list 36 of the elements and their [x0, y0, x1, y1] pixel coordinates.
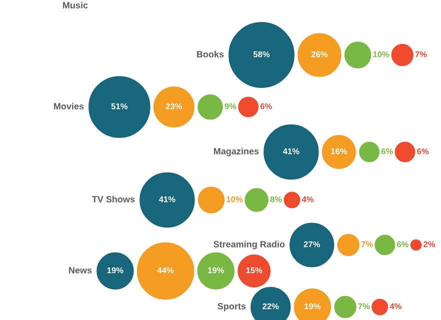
data-label: 10%	[226, 196, 243, 202]
data-label: 41%	[158, 196, 176, 202]
category-label: Sports	[218, 303, 246, 312]
data-label: 27%	[304, 241, 320, 248]
category-label: Movies	[54, 102, 84, 110]
data-label: 7%	[361, 241, 373, 248]
data-label: 58%	[253, 51, 270, 58]
data-label: 2%	[424, 241, 436, 248]
data-label: 19%	[304, 303, 321, 310]
data-label: 7%	[415, 51, 427, 58]
data-label: 41%	[282, 148, 300, 154]
data-label: 16%	[331, 148, 348, 154]
data-label: 9%	[224, 103, 236, 110]
data-label: 19%	[107, 267, 124, 274]
category-label: News	[69, 267, 92, 274]
category-label: Music	[63, 2, 88, 8]
category-label: Magazines	[214, 148, 259, 156]
data-label: 4%	[390, 303, 402, 310]
data-label: 26%	[311, 51, 328, 58]
data-label: 10%	[373, 51, 390, 58]
data-label: 6%	[396, 241, 409, 248]
data-label: 8%	[270, 196, 282, 202]
data-label: 15%	[246, 267, 262, 274]
category-label: Books	[197, 50, 224, 58]
data-label: 23%	[166, 103, 182, 110]
data-label: 6%	[260, 103, 272, 110]
data-label: 51%	[111, 103, 128, 110]
data-label: 6%	[381, 148, 393, 154]
data-label: 7%	[358, 303, 370, 310]
data-label: 19%	[208, 267, 224, 274]
data-label: 44%	[157, 267, 174, 274]
data-label: 6%	[417, 148, 429, 154]
category-label: TV Shows	[92, 196, 135, 202]
data-label: 22%	[262, 303, 279, 310]
data-label: 4%	[302, 196, 314, 202]
category-label: Streaming Radio	[214, 240, 285, 250]
